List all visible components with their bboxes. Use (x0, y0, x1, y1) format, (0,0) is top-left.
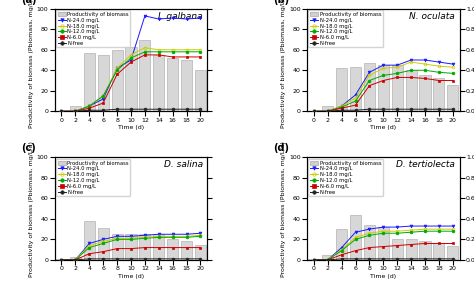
Bar (447, 246, 458, 260)
Bar (392, 239, 403, 260)
Bar (419, 75, 430, 111)
Bar (139, 234, 150, 260)
Bar (98, 228, 109, 260)
Bar (167, 239, 178, 260)
Bar (111, 50, 123, 111)
Bar (419, 241, 430, 260)
Bar (336, 229, 347, 260)
Text: (a): (a) (21, 0, 36, 5)
Bar (364, 225, 375, 260)
Bar (392, 65, 403, 111)
Bar (364, 63, 375, 111)
Bar (167, 58, 178, 111)
Text: (c): (c) (21, 143, 36, 153)
Bar (126, 234, 137, 260)
Bar (195, 70, 206, 111)
X-axis label: Time (d): Time (d) (370, 274, 396, 279)
Bar (308, 259, 319, 260)
Bar (378, 65, 389, 111)
Text: D. salina: D. salina (164, 161, 203, 169)
Bar (70, 257, 81, 260)
Legend: Productivity of biomass, N-24.0 mg/L, N-18.0 mg/L, N-12.0 mg/L, N-6.0 mg/L, N-fr: Productivity of biomass, N-24.0 mg/L, N-… (56, 159, 130, 196)
Bar (406, 70, 417, 111)
Bar (98, 55, 109, 111)
Bar (56, 259, 67, 260)
X-axis label: Time (d): Time (d) (118, 125, 144, 130)
Bar (195, 244, 206, 260)
Bar (322, 255, 333, 260)
Bar (336, 68, 347, 111)
Text: N. oculata: N. oculata (410, 12, 455, 21)
Text: (b): (b) (273, 0, 289, 5)
Bar (433, 79, 445, 111)
Bar (447, 85, 458, 111)
Y-axis label: Productivity of biomass (Pbiomass, mg/L/d): Productivity of biomass (Pbiomass, mg/L/… (281, 0, 286, 128)
Bar (70, 106, 81, 111)
Legend: Productivity of biomass, N-24.0 mg/L, N-18.0 mg/L, N-12.0 mg/L, N-6.0 mg/L, N-fr: Productivity of biomass, N-24.0 mg/L, N-… (309, 159, 383, 196)
Y-axis label: Productivity of biomass (Pbiomass, mg/L/d): Productivity of biomass (Pbiomass, mg/L/… (281, 141, 286, 277)
Y-axis label: Productivity of biomass (Pbiomass, mg/L/d): Productivity of biomass (Pbiomass, mg/L/… (29, 0, 34, 128)
Bar (350, 67, 361, 111)
Bar (139, 39, 150, 111)
X-axis label: Time (d): Time (d) (370, 125, 396, 130)
Bar (378, 227, 389, 260)
Text: (d): (d) (273, 143, 289, 153)
Bar (111, 234, 123, 260)
Text: D. tertiolecta: D. tertiolecta (396, 161, 455, 169)
Bar (322, 106, 333, 111)
Bar (433, 244, 445, 260)
Legend: Productivity of biomass, N-24.0 mg/L, N-18.0 mg/L, N-12.0 mg/L, N-6.0 mg/L, N-fr: Productivity of biomass, N-24.0 mg/L, N-… (56, 10, 130, 48)
Legend: Productivity of biomass, N-24.0 mg/L, N-18.0 mg/L, N-12.0 mg/L, N-6.0 mg/L, N-fr: Productivity of biomass, N-24.0 mg/L, N-… (309, 10, 383, 48)
X-axis label: Time (d): Time (d) (118, 274, 144, 279)
Y-axis label: Productivity of biomass (Pbiomass, mg/L/d): Productivity of biomass (Pbiomass, mg/L/… (29, 141, 34, 277)
Bar (153, 234, 164, 260)
Bar (350, 215, 361, 260)
Bar (153, 55, 164, 111)
Bar (181, 60, 192, 111)
Text: I. galbana: I. galbana (158, 12, 203, 21)
Bar (181, 241, 192, 260)
Bar (406, 239, 417, 260)
Bar (84, 53, 95, 111)
Bar (126, 47, 137, 111)
Bar (84, 221, 95, 260)
